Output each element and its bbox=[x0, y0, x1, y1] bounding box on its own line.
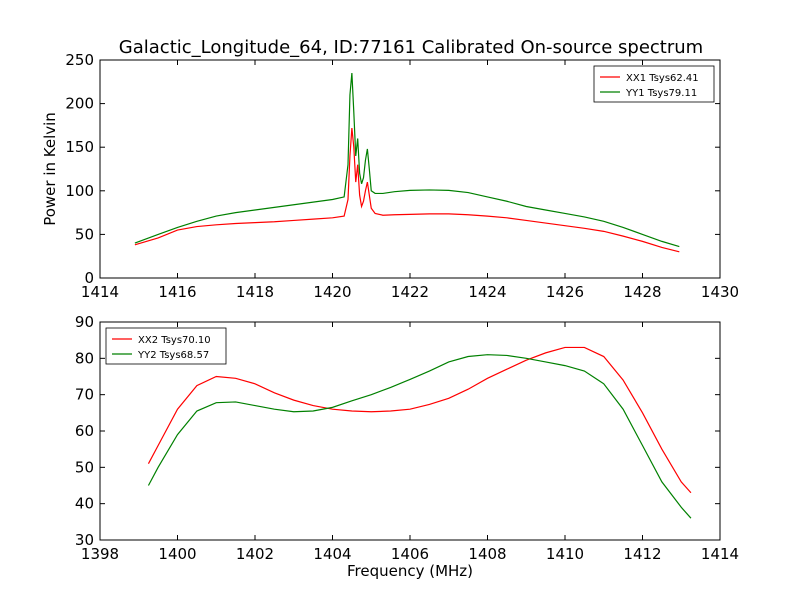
top-plot: 1414 1416 1418 1420 1422 1424 1426 1428 1430 0 50 1… bbox=[41, 51, 739, 301]
legend-box bbox=[105, 327, 227, 365]
x-tick-label: 1404 bbox=[313, 545, 351, 563]
legend-box bbox=[593, 65, 715, 103]
x-tick-label: 1426 bbox=[546, 283, 584, 301]
y-tick-label: 100 bbox=[65, 182, 94, 200]
y-tick-label: 60 bbox=[75, 422, 94, 440]
x-tick-label: 1424 bbox=[468, 283, 506, 301]
x-tick-label: 1418 bbox=[236, 283, 274, 301]
bottom-plot: 1398 1400 1402 1404 1406 1408 1410 1412 1414 30 40… bbox=[75, 313, 739, 580]
y-tick-label: 200 bbox=[65, 95, 94, 113]
x-tick-label: 1428 bbox=[623, 283, 661, 301]
legend-label: XX2 Tsys70.10 bbox=[138, 335, 211, 346]
x-tick-label: 1398 bbox=[81, 545, 119, 563]
x-tick-label: 1416 bbox=[158, 283, 196, 301]
legend-label: XX1 Tsys62.41 bbox=[626, 73, 699, 84]
x-tick-label: 1406 bbox=[391, 545, 429, 563]
x-tick-label: 1402 bbox=[236, 545, 274, 563]
y-tick-label: 50 bbox=[75, 458, 94, 476]
legend-label: YY1 Tsys79.11 bbox=[625, 88, 697, 99]
x-tick-label: 1420 bbox=[313, 283, 351, 301]
y-axis-label: Power in Kelvin bbox=[41, 112, 59, 226]
x-tick-label: 1422 bbox=[391, 283, 429, 301]
x-tick-label: 1414 bbox=[81, 283, 119, 301]
y-tick-label: 40 bbox=[75, 495, 94, 513]
x-tick-label: 1408 bbox=[468, 545, 506, 563]
legend-label: YY2 Tsys68.57 bbox=[137, 350, 209, 361]
y-tick-label: 50 bbox=[75, 225, 94, 243]
x-tick-label: 1400 bbox=[158, 545, 196, 563]
x-axis-label: Frequency (MHz) bbox=[347, 562, 473, 580]
y-tick-label: 150 bbox=[65, 138, 94, 156]
series-line-2 bbox=[147, 354, 692, 519]
figure-title: Galactic_Longitude_64, ID:77161 Calibrat… bbox=[119, 37, 703, 58]
legend: XX2 Tsys70.10 YY2 Tsys68.57 bbox=[105, 327, 227, 365]
y-tick-label: 80 bbox=[75, 349, 94, 367]
y-tick-label: 90 bbox=[75, 313, 94, 331]
series-line-1 bbox=[147, 346, 692, 494]
x-tick-label: 1410 bbox=[546, 545, 584, 563]
y-tick-label: 0 bbox=[84, 269, 94, 287]
y-tick-label: 30 bbox=[75, 531, 94, 549]
x-tick-label: 1430 bbox=[701, 283, 739, 301]
legend: XX1 Tsys62.41 YY1 Tsys79.11 bbox=[593, 65, 715, 103]
y-tick-label: 250 bbox=[65, 51, 94, 69]
y-tick-label: 70 bbox=[75, 386, 94, 404]
series-line-1 bbox=[134, 127, 680, 253]
x-tick-label: 1414 bbox=[701, 545, 739, 563]
x-tick-label: 1412 bbox=[623, 545, 661, 563]
series-line-2 bbox=[134, 73, 680, 248]
